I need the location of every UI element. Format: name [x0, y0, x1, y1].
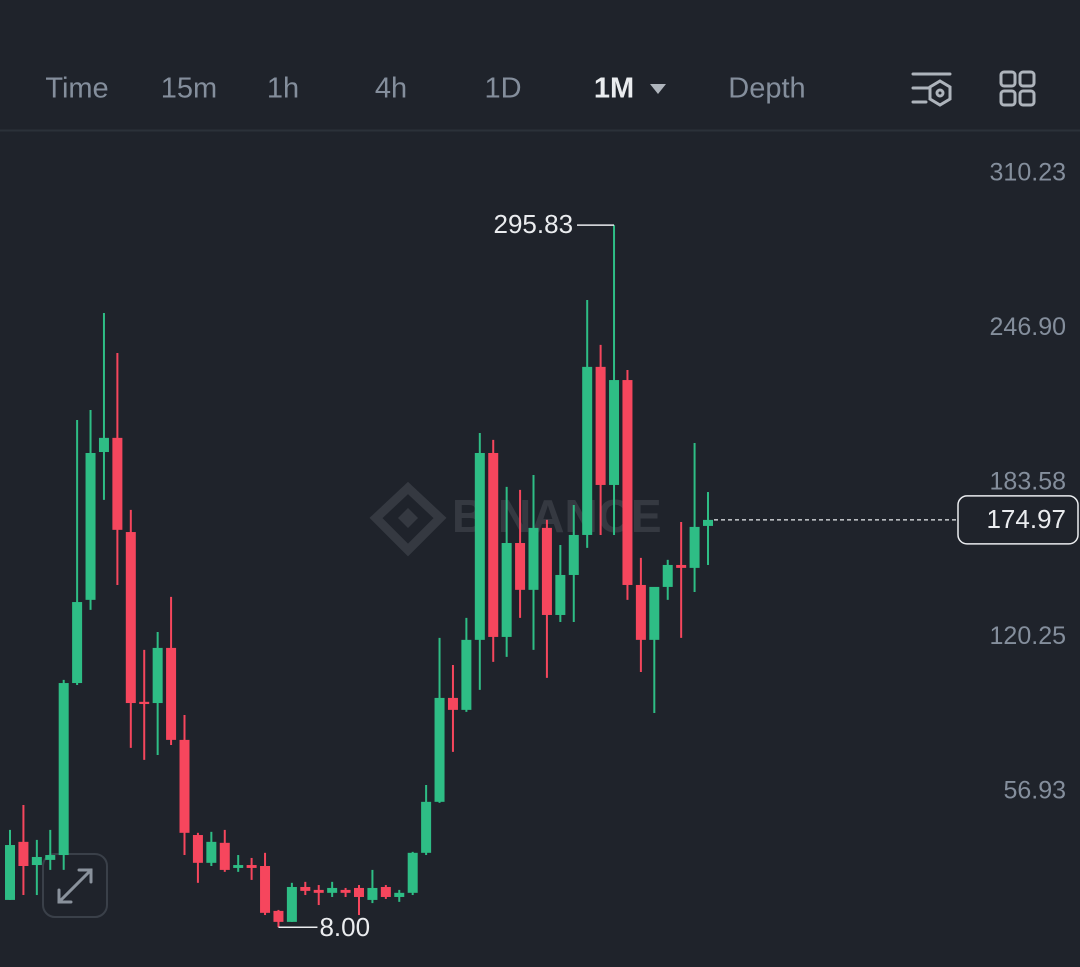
candle-body: [407, 852, 418, 893]
candle-body: [98, 437, 109, 453]
candle-body: [85, 452, 96, 600]
dropdown-caret: [650, 84, 666, 94]
candle-body: [649, 586, 660, 640]
candle-body: [367, 887, 378, 900]
candle-body: [394, 892, 405, 897]
candle-body: [260, 866, 271, 913]
tab[interactable]: 1h: [267, 73, 299, 105]
y-tick-label: 310.23: [990, 159, 1066, 187]
candle-body: [112, 437, 123, 530]
tab[interactable]: Depth: [728, 73, 805, 105]
candle-body: [72, 602, 83, 684]
candle-body: [233, 865, 244, 868]
candle-body: [515, 543, 526, 590]
y-tick-label: 56.93: [1003, 776, 1066, 804]
candle-body: [568, 534, 579, 575]
candle-body: [662, 564, 673, 587]
candle-body: [622, 380, 633, 585]
price-box: [957, 495, 1079, 545]
candle-body: [219, 842, 230, 870]
high-label: 295.83: [494, 209, 574, 239]
candle-body: [501, 543, 512, 637]
candle-body: [313, 889, 324, 893]
candle-body: [609, 380, 620, 485]
candle-body: [273, 910, 284, 922]
candle-body: [286, 886, 297, 922]
layout-icon[interactable]: [999, 70, 1036, 107]
low-label: 8.00: [319, 912, 370, 942]
candle-body: [340, 889, 351, 893]
expand-button[interactable]: [42, 853, 108, 918]
candle-body: [421, 801, 432, 853]
candle-body: [380, 886, 391, 897]
current-price: 174.97: [986, 504, 1066, 534]
candle-body: [192, 835, 203, 863]
candle-body: [354, 887, 364, 897]
tab[interactable]: 4h: [375, 73, 407, 105]
candle-body: [447, 697, 458, 710]
candle-body: [45, 855, 56, 860]
candle-body: [461, 639, 472, 710]
tab[interactable]: 1D: [484, 73, 521, 105]
candle-body: [541, 527, 552, 615]
y-tick-label: 246.90: [990, 313, 1066, 341]
tab[interactable]: Time: [45, 73, 108, 105]
candle-body: [18, 841, 29, 867]
candle-body: [528, 527, 539, 590]
candle-body: [327, 887, 338, 893]
candle-body: [582, 366, 593, 535]
tab[interactable]: 15m: [161, 73, 217, 105]
candle-body: [488, 452, 499, 637]
y-tick-label: 120.25: [990, 622, 1066, 650]
candle-body: [31, 856, 42, 866]
settings-icon[interactable]: [911, 72, 952, 107]
candle-body: [125, 532, 136, 704]
candle-body: [635, 584, 646, 640]
candle-body: [246, 865, 257, 868]
candle-body: [689, 526, 700, 568]
candle-body: [179, 739, 190, 833]
candle-body: [595, 366, 606, 485]
candle-body: [139, 701, 150, 705]
tab[interactable]: 1M: [594, 73, 634, 105]
candle-body: [474, 452, 485, 640]
candle-body: [166, 647, 177, 740]
candle-body: [5, 845, 15, 900]
candle-body: [676, 564, 687, 568]
y-tick-label: 183.58: [990, 468, 1066, 496]
candle-body: [703, 519, 713, 526]
plot: 56.93 120.25 183.58 246.90 310.23 295.83 8.00 1…: [5, 159, 1079, 942]
candle-body: [434, 697, 445, 802]
candle-body: [152, 647, 163, 704]
candle-body: [58, 683, 69, 856]
candle-body: [206, 841, 217, 863]
candle-body: [300, 886, 311, 891]
candle-body: [555, 574, 566, 615]
